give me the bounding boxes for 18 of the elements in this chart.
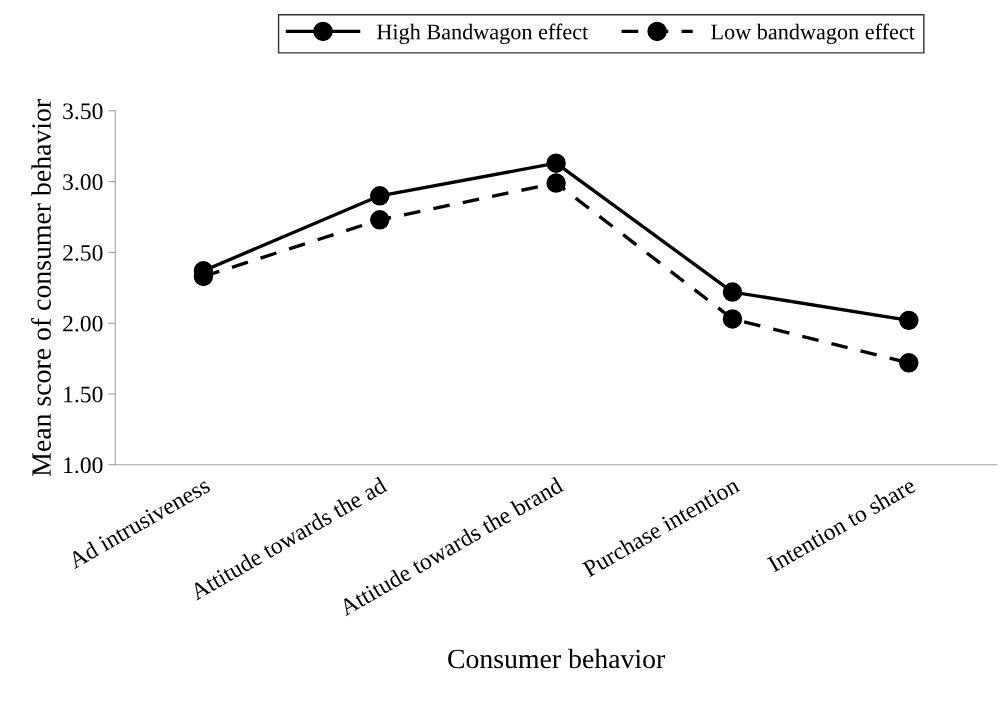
point: [546, 153, 566, 173]
point: [370, 186, 390, 206]
y-tick-label: 1.50: [64, 386, 103, 403]
point: [722, 282, 743, 302]
point: [722, 309, 743, 329]
y-tick-label: 2.00: [63, 315, 103, 332]
legend-label: High Bandwagon effect: [377, 23, 589, 45]
x-axis-title: Consumer behavior: [448, 648, 666, 669]
point: [546, 173, 566, 193]
legend-label: Low bandwagon effect: [711, 23, 915, 45]
point: [899, 310, 919, 331]
point: [899, 353, 919, 373]
y-tick-label: 3.00: [63, 174, 103, 191]
y-axis-title: Mean score of consumer behavior: [31, 99, 51, 476]
point: [370, 210, 390, 230]
y-tick-label: 2.50: [63, 244, 103, 261]
y-tick-label: 1.00: [64, 457, 103, 474]
y-tick-label: 3.50: [63, 103, 103, 120]
